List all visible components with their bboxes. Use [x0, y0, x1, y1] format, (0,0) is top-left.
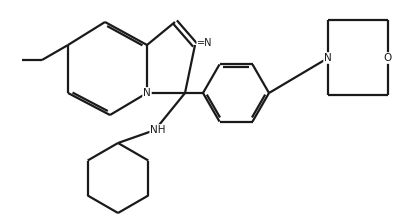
Text: O: O	[384, 53, 392, 63]
Text: N: N	[143, 88, 151, 98]
Text: =N: =N	[197, 38, 212, 48]
Text: NH: NH	[150, 125, 166, 135]
Text: N: N	[324, 53, 332, 63]
